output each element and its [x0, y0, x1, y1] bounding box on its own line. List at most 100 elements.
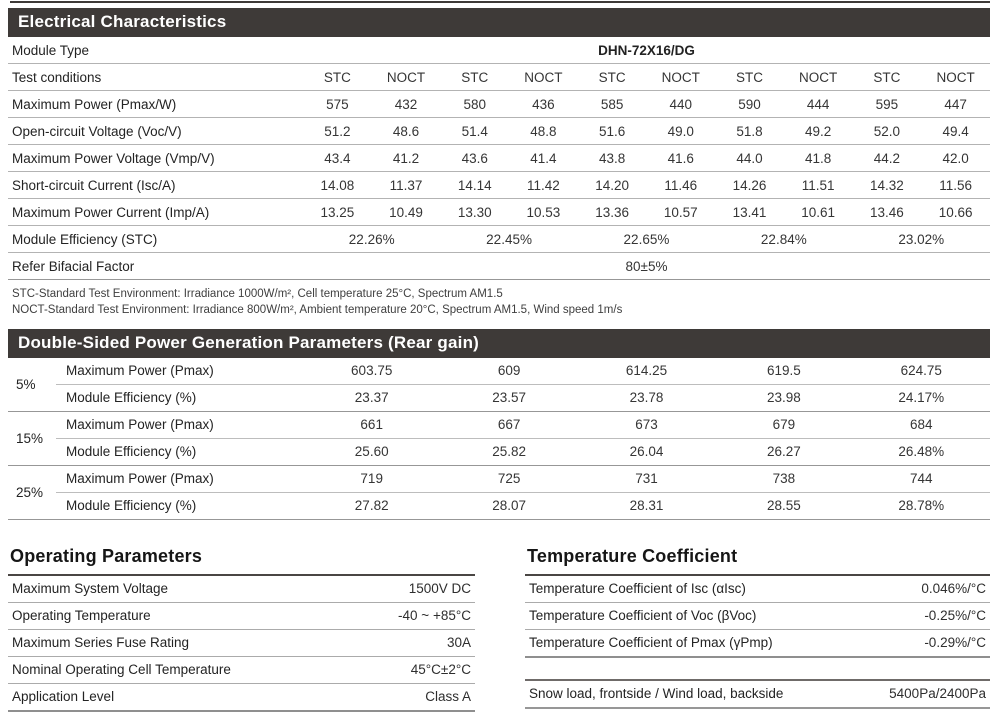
- value-cell: 22.26%: [303, 225, 441, 253]
- condition-header: STC: [715, 63, 784, 91]
- value-cell: 44.0: [715, 144, 784, 172]
- value-cell: 28.55: [715, 492, 853, 520]
- row-label: Maximum Power (Pmax): [56, 465, 303, 493]
- table-row: Temperature Coefficient of Pmax (γPmp) -…: [525, 629, 990, 658]
- table-row: Application Level Class A: [8, 683, 475, 712]
- row-label: Module Efficiency (%): [56, 438, 303, 466]
- value-cell: 13.36: [577, 198, 647, 226]
- value-cell: 13.30: [440, 198, 510, 226]
- footnote-stc: STC-Standard Test Environment: Irradianc…: [12, 288, 503, 300]
- value-cell: 614.25: [577, 357, 716, 385]
- value-cell: 10.53: [509, 198, 578, 226]
- table-row: Maximum Power Current (Imp/A) 13.25 10.4…: [8, 198, 990, 226]
- value-cell: 13.41: [715, 198, 784, 226]
- bifacial-row: Refer Bifacial Factor 80±5%: [8, 252, 990, 280]
- value-cell: 609: [440, 357, 578, 385]
- value-cell: 41.6: [646, 144, 716, 172]
- condition-header: STC: [577, 63, 647, 91]
- value-cell: 24.17%: [852, 384, 990, 412]
- value-cell: -0.29%/°C: [835, 629, 990, 658]
- table-row: Maximum Series Fuse Rating 30A: [8, 629, 475, 657]
- row-label: Temperature Coefficient of Voc (βVoc): [525, 602, 835, 630]
- value-cell: 10.49: [371, 198, 441, 226]
- table-row: Snow load, frontside / Wind load, backsi…: [525, 679, 990, 709]
- row-label: Maximum Power Voltage (Vmp/V): [8, 144, 304, 172]
- table-row: Maximum System Voltage 1500V DC: [8, 574, 475, 603]
- value-cell: 444: [783, 90, 853, 118]
- value-cell: 11.46: [646, 171, 716, 199]
- row-label: Module Efficiency (%): [56, 492, 303, 520]
- value-cell: 10.66: [921, 198, 990, 226]
- table-row: Module Efficiency (%) 23.37 23.57 23.78 …: [8, 384, 990, 412]
- value-cell: 22.84%: [715, 225, 853, 253]
- value-cell: 5400Pa/2400Pa: [835, 679, 990, 709]
- table-row: 5% Maximum Power (Pmax) 603.75 609 614.2…: [8, 357, 990, 412]
- value-cell: 684: [852, 411, 990, 439]
- value-cell: 14.32: [852, 171, 922, 199]
- row-label: Module Efficiency (%): [56, 384, 303, 412]
- row-label: Maximum Series Fuse Rating: [8, 629, 320, 657]
- row-label: Maximum Power Current (Imp/A): [8, 198, 304, 226]
- value-cell: 48.6: [371, 117, 441, 145]
- condition-header: STC: [440, 63, 510, 91]
- row-label: Operating Temperature: [8, 602, 320, 630]
- row-label: Temperature Coefficient of Isc (αIsc): [525, 574, 835, 603]
- table-row: Temperature Coefficient of Voc (βVoc) -0…: [525, 602, 990, 630]
- value-cell: 661: [303, 411, 441, 439]
- value-cell: 23.37: [303, 384, 441, 412]
- value-cell: 13.46: [852, 198, 922, 226]
- value-cell: 440: [646, 90, 716, 118]
- value-cell: 719: [303, 465, 441, 493]
- value-cell: 0.046%/°C: [835, 574, 990, 603]
- section-header-electrical: Electrical Characteristics: [8, 8, 990, 37]
- value-cell: 11.37: [371, 171, 441, 199]
- row-label: Maximum Power (Pmax): [56, 411, 303, 439]
- condition-header: STC: [303, 63, 372, 91]
- module-type-label: Module Type: [8, 37, 304, 64]
- value-cell: 14.14: [440, 171, 510, 199]
- value-cell: 590: [715, 90, 784, 118]
- value-cell: 43.8: [577, 144, 647, 172]
- table-row: Module Efficiency (%) 25.60 25.82 26.04 …: [8, 438, 990, 466]
- value-cell: 13.25: [303, 198, 372, 226]
- value-cell: 1500V DC: [320, 574, 475, 603]
- value-cell: 725: [440, 465, 578, 493]
- datasheet-page: Electrical Characteristics Module Type D…: [8, 1, 990, 712]
- value-cell: 580: [440, 90, 510, 118]
- top-divider: [10, 1, 990, 3]
- value-cell: 667: [440, 411, 578, 439]
- efficiency-row: Module Efficiency (STC) 22.26% 22.45% 22…: [8, 225, 990, 253]
- value-cell: 432: [371, 90, 441, 118]
- value-cell: 44.2: [852, 144, 922, 172]
- value-cell: 30A: [320, 629, 475, 657]
- table-row: 15% Maximum Power (Pmax) 661 667 673 679…: [8, 411, 990, 466]
- value-cell: 22.45%: [440, 225, 578, 253]
- value-cell: 41.2: [371, 144, 441, 172]
- value-cell: 11.42: [509, 171, 578, 199]
- module-type-row: Module Type DHN-72X16/DG: [8, 37, 990, 64]
- condition-header: NOCT: [509, 63, 578, 91]
- value-cell: 603.75: [303, 357, 441, 385]
- value-cell: 624.75: [852, 357, 990, 385]
- row-label: Maximum Power (Pmax): [56, 357, 303, 385]
- value-cell: 41.8: [783, 144, 853, 172]
- table-row: Short-circuit Current (Isc/A) 14.08 11.3…: [8, 171, 990, 199]
- temperature-coefficient-section: Temperature Coefficient Temperature Coef…: [525, 546, 990, 712]
- value-cell: Class A: [320, 683, 475, 712]
- value-cell: 41.4: [509, 144, 578, 172]
- value-cell: 436: [509, 90, 578, 118]
- temperature-coefficient-table: Temperature Coefficient of Isc (αIsc) 0.…: [525, 573, 990, 658]
- value-cell: 11.56: [921, 171, 990, 199]
- value-cell: 10.61: [783, 198, 853, 226]
- value-cell: 26.48%: [852, 438, 990, 466]
- row-label: Application Level: [8, 683, 320, 712]
- value-cell: 28.78%: [852, 492, 990, 520]
- value-cell: 585: [577, 90, 647, 118]
- operating-parameters-table: Maximum System Voltage 1500V DC Operatin…: [8, 573, 475, 712]
- value-cell: 447: [921, 90, 990, 118]
- row-label: Refer Bifacial Factor: [8, 252, 304, 280]
- value-cell: 575: [303, 90, 372, 118]
- condition-header: NOCT: [921, 63, 990, 91]
- table-row: Maximum Power (Pmax/W) 575 432 580 436 5…: [8, 90, 990, 118]
- value-cell: 42.0: [921, 144, 990, 172]
